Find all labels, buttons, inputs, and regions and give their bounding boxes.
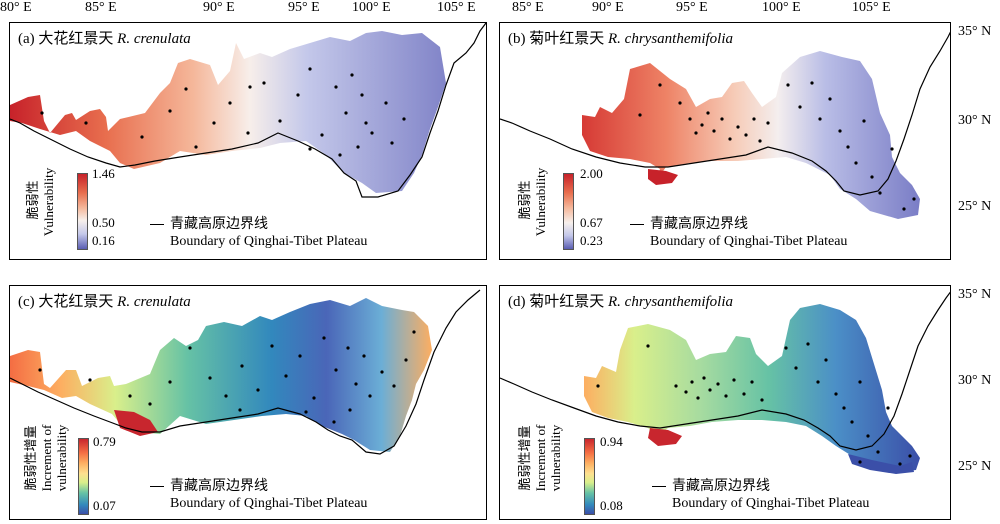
panel-a-cbar-mid: 0.50	[92, 215, 115, 230]
panel-d-ylabel-en-2: vulnerability	[548, 424, 563, 492]
panel-a-cbar-max: 1.46	[92, 166, 115, 181]
panel-b-cbar-max: 2.00	[580, 166, 603, 181]
panel-c-letter: (c)	[18, 294, 35, 310]
plateau-boundary-c	[10, 289, 481, 455]
plateau-boundary-d	[500, 291, 950, 451]
panel-c-cbar-min: 0.07	[93, 498, 116, 513]
increment-area-c	[10, 298, 432, 452]
panel-d-cbar-max: 0.94	[600, 434, 623, 449]
panel-c-colorbar	[78, 438, 89, 515]
panel-c-legend-cn: 青藏高原边界线	[170, 479, 268, 494]
panel-c-legend-line	[150, 486, 164, 487]
sample-points-c	[38, 330, 416, 424]
panel-c-map: (c) 大花红景天 R. crenulata 脆弱性增量 Increment o…	[9, 285, 487, 520]
panel-c-ylabel-en-1: Increment of	[39, 424, 54, 492]
panel-d-title: (d) 菊叶红景天 R. chrysanthemifolia	[508, 290, 733, 311]
high-increment-patch-d	[648, 428, 682, 446]
plateau-boundary-a	[10, 23, 486, 198]
lon-tick-95b: 95° E	[676, 0, 708, 15]
panel-d-legend-en: Boundary of Qinghai-Tibet Plateau	[672, 496, 870, 511]
lat-tick-25-upper: 25° N	[958, 199, 992, 214]
lon-tick-85: 85° E	[85, 0, 117, 15]
panel-b-legend-en: Boundary of Qinghai-Tibet Plateau	[650, 234, 848, 249]
panel-a-species-cn: 大花红景天	[38, 31, 114, 47]
panel-b-cbar-mid: 0.67	[580, 215, 603, 230]
lat-tick-25-lower: 25° N	[958, 459, 992, 474]
lon-tick-90b: 90° E	[592, 0, 624, 15]
lon-tick-90: 90° E	[203, 0, 235, 15]
panel-a-title: (a) 大花红景天 R. crenulata	[18, 27, 191, 48]
panel-b-ylabel-en: Vulnerability	[533, 167, 548, 237]
panel-d-cbar-min: 0.08	[600, 498, 623, 513]
panel-b-species-cn: 菊叶红景天	[529, 31, 605, 47]
high-increment-patch-c	[114, 410, 158, 436]
panel-a-species-latin: R. crenulata	[117, 31, 191, 47]
panel-d-ylabel-en-1: Increment of	[533, 424, 548, 492]
lat-tick-35-upper: 35° N	[958, 24, 992, 39]
panel-b-legend-cn: 青藏高原边界线	[650, 217, 748, 232]
sample-points-a	[40, 67, 406, 157]
vulnerability-area-a	[10, 31, 446, 193]
lat-tick-35-lower: 35° N	[958, 287, 992, 302]
panel-c-species-cn: 大花红景天	[38, 294, 114, 310]
vulnerability-area-b	[582, 51, 920, 219]
panel-c-map-graphic	[10, 289, 481, 455]
lon-tick-105: 105° E	[437, 0, 476, 15]
panel-b-legend-line	[630, 224, 644, 225]
panel-a-map: (a) 大花红景天 R. crenulata 脆弱性 Vulnerability…	[9, 22, 487, 260]
lon-tick-105b: 105° E	[852, 0, 891, 15]
panel-d-legend-cn: 青藏高原边界线	[672, 479, 770, 494]
panel-c-ylabel-en-2: vulnerability	[54, 424, 69, 492]
panel-a-ylabel-en: Vulnerability	[41, 167, 56, 237]
plateau-boundary-b	[500, 31, 950, 196]
panel-a-letter: (a)	[18, 31, 35, 47]
lon-tick-85b: 85° E	[512, 0, 544, 15]
lon-tick-100b: 100° E	[762, 0, 801, 15]
panel-d-species-cn: 菊叶红景天	[529, 294, 605, 310]
panel-d-colorbar	[584, 438, 595, 515]
panel-b-map-graphic	[500, 31, 950, 219]
panel-d-letter: (d)	[508, 294, 526, 310]
panel-d-map-graphic	[500, 291, 950, 474]
panel-a-cbar-min: 0.16	[92, 233, 115, 248]
lat-tick-30-lower: 30° N	[958, 373, 992, 388]
panel-c-ylabel-cn: 脆弱性增量	[23, 425, 38, 491]
increment-area-d	[584, 304, 920, 472]
panel-c-legend-en: Boundary of Qinghai-Tibet Plateau	[170, 496, 368, 511]
lat-tick-30-upper: 30° N	[958, 113, 992, 128]
lon-tick-95: 95° E	[288, 0, 320, 15]
panel-b-map: (b) 菊叶红景天 R. chrysanthemifolia 脆弱性 Vulne…	[499, 22, 951, 260]
panel-d-legend-line	[652, 486, 666, 487]
panel-b-title: (b) 菊叶红景天 R. chrysanthemifolia	[508, 27, 733, 48]
panel-b-letter: (b)	[508, 31, 526, 47]
panel-c-title: (c) 大花红景天 R. crenulata	[18, 290, 191, 311]
lon-tick-100: 100° E	[352, 0, 391, 15]
panel-c-species-latin: R. crenulata	[117, 294, 191, 310]
high-vulnerability-patch-b	[648, 169, 678, 185]
panel-c-cbar-max: 0.79	[93, 434, 116, 449]
panel-d-ylabel-cn: 脆弱性增量	[517, 425, 532, 491]
sample-points-d	[596, 342, 912, 466]
panel-a-legend-cn: 青藏高原边界线	[170, 217, 268, 232]
panel-b-colorbar	[563, 173, 574, 250]
panel-b-species-latin: R. chrysanthemifolia	[608, 31, 733, 47]
panel-a-legend-en: Boundary of Qinghai-Tibet Plateau	[170, 234, 368, 249]
sample-points-b	[638, 81, 916, 211]
lon-tick-80: 80° E	[0, 0, 32, 15]
panel-d-species-latin: R. chrysanthemifolia	[608, 294, 733, 310]
panel-d-map: (d) 菊叶红景天 R. chrysanthemifolia 脆弱性增量 Inc…	[499, 285, 951, 520]
panel-a-legend-line	[150, 224, 164, 225]
panel-b-cbar-min: 0.23	[580, 233, 603, 248]
panel-b-ylabel-cn: 脆弱性	[517, 180, 532, 220]
panel-a-colorbar	[77, 173, 88, 250]
panel-a-map-graphic	[10, 23, 486, 198]
low-increment-patch-d	[848, 454, 914, 474]
panel-a-ylabel-cn: 脆弱性	[25, 180, 40, 220]
